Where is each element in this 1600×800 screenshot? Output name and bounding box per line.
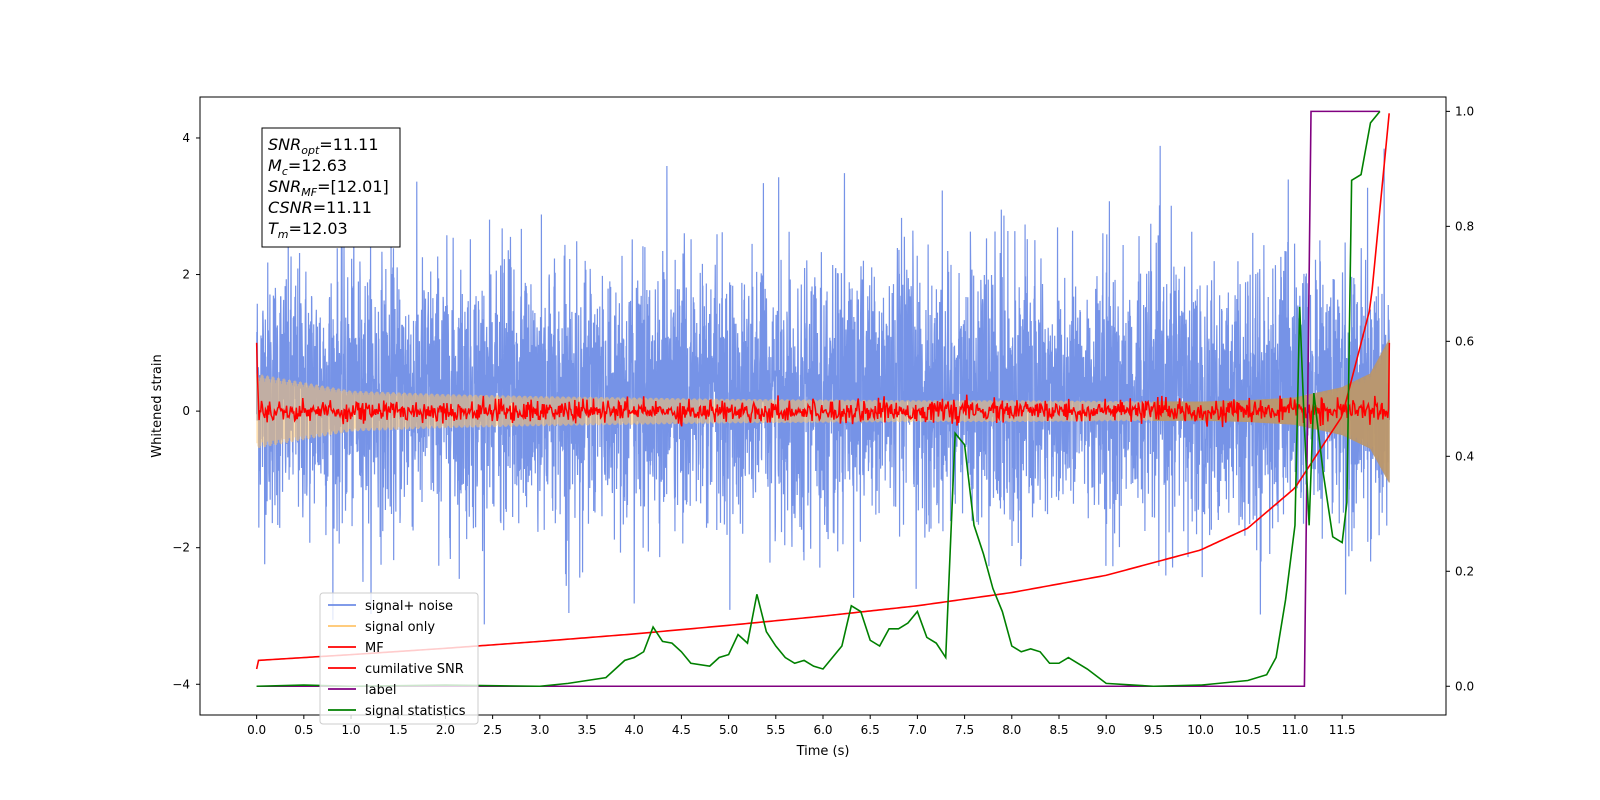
x-tick-label: 9.5 xyxy=(1144,723,1163,737)
x-axis-label: Time (s) xyxy=(796,744,850,759)
legend-label: label xyxy=(365,683,396,698)
annotation-box xyxy=(261,127,401,248)
x-tick-label: 7.0 xyxy=(908,723,927,737)
x-tick-label: 10.0 xyxy=(1187,723,1214,737)
x-tick-label: 0.0 xyxy=(247,723,266,737)
y-tick-label-right: 0.0 xyxy=(1455,679,1474,693)
annotation-line: Mc=12.63 xyxy=(268,156,347,178)
y-tick-label-right: 0.6 xyxy=(1455,334,1474,348)
x-tick-label: 4.5 xyxy=(672,723,691,737)
y-axis-label: Whitened strain xyxy=(150,354,165,457)
x-tick-label: 2.5 xyxy=(483,723,502,737)
x-tick-label: 6.0 xyxy=(813,723,832,737)
x-tick-label: 1.0 xyxy=(341,723,360,737)
x-tick-label: 11.0 xyxy=(1282,723,1309,737)
x-tick-label: 3.0 xyxy=(530,723,549,737)
x-tick-label: 5.0 xyxy=(719,723,738,737)
y-axis-right: 0.0 0.2 0.4 0.6 0.8 1.0 xyxy=(1446,104,1474,693)
x-tick-label: 11.5 xyxy=(1329,723,1356,737)
y-tick-label-right: 1.0 xyxy=(1455,104,1474,118)
series-signal-noise xyxy=(256,145,1390,625)
legend-label: signal statistics xyxy=(365,704,466,719)
y-axis-left: −4 −2 0 2 4 xyxy=(172,131,200,691)
legend-label: signal only xyxy=(365,620,435,635)
annotation-line: SNRMF=[12.01] xyxy=(268,177,389,199)
y-tick-label-right: 0.4 xyxy=(1455,449,1474,463)
x-tick-label: 2.0 xyxy=(436,723,455,737)
metrics-annotation-box: SNRopt=11.11Mc=12.63SNRMF=[12.01]CSNR=11… xyxy=(261,127,401,248)
x-tick-label: 8.5 xyxy=(1049,723,1068,737)
y-tick-label-left: −2 xyxy=(172,541,190,555)
legend-label: cumilative SNR xyxy=(365,662,464,677)
x-tick-label: 6.5 xyxy=(861,723,880,737)
y-tick-label-left: −4 xyxy=(172,677,190,691)
annotation-line: Tm=12.03 xyxy=(268,219,348,241)
legend-label: MF xyxy=(365,641,384,656)
x-tick-label: 4.0 xyxy=(625,723,644,737)
y-tick-label-right: 0.2 xyxy=(1455,564,1474,578)
plot-area xyxy=(255,110,1391,688)
y-tick-label-right: 0.8 xyxy=(1455,219,1474,233)
x-tick-label: 1.5 xyxy=(389,723,408,737)
y-tick-label-left: 0 xyxy=(182,404,190,418)
annotation-line: SNRopt=11.11 xyxy=(268,135,379,157)
series-mf xyxy=(255,342,1391,428)
x-tick-label: 10.5 xyxy=(1234,723,1261,737)
annotation-line: CSNR=11.11 xyxy=(268,198,372,217)
legend-label: signal+ noise xyxy=(365,599,453,614)
legend: signal+ noise signal only MF cumilative SNR… xyxy=(319,592,479,725)
legend-box xyxy=(319,592,479,725)
x-axis: 0.0 0.5 1.0 1.5 2.0 2.5 3.0 3.5 4.0 4.5 5.0 5.5 6.0 6… xyxy=(247,715,1356,737)
x-tick-label: 8.0 xyxy=(1002,723,1021,737)
x-tick-label: 0.5 xyxy=(294,723,313,737)
x-tick-label: 7.5 xyxy=(955,723,974,737)
x-tick-label: 3.5 xyxy=(577,723,596,737)
series-label xyxy=(256,110,1380,688)
series-signal-statistics xyxy=(256,110,1381,688)
y-tick-label-left: 2 xyxy=(182,268,190,282)
y-tick-label-left: 4 xyxy=(182,131,190,145)
x-tick-label: 5.5 xyxy=(766,723,785,737)
x-tick-label: 9.0 xyxy=(1097,723,1116,737)
